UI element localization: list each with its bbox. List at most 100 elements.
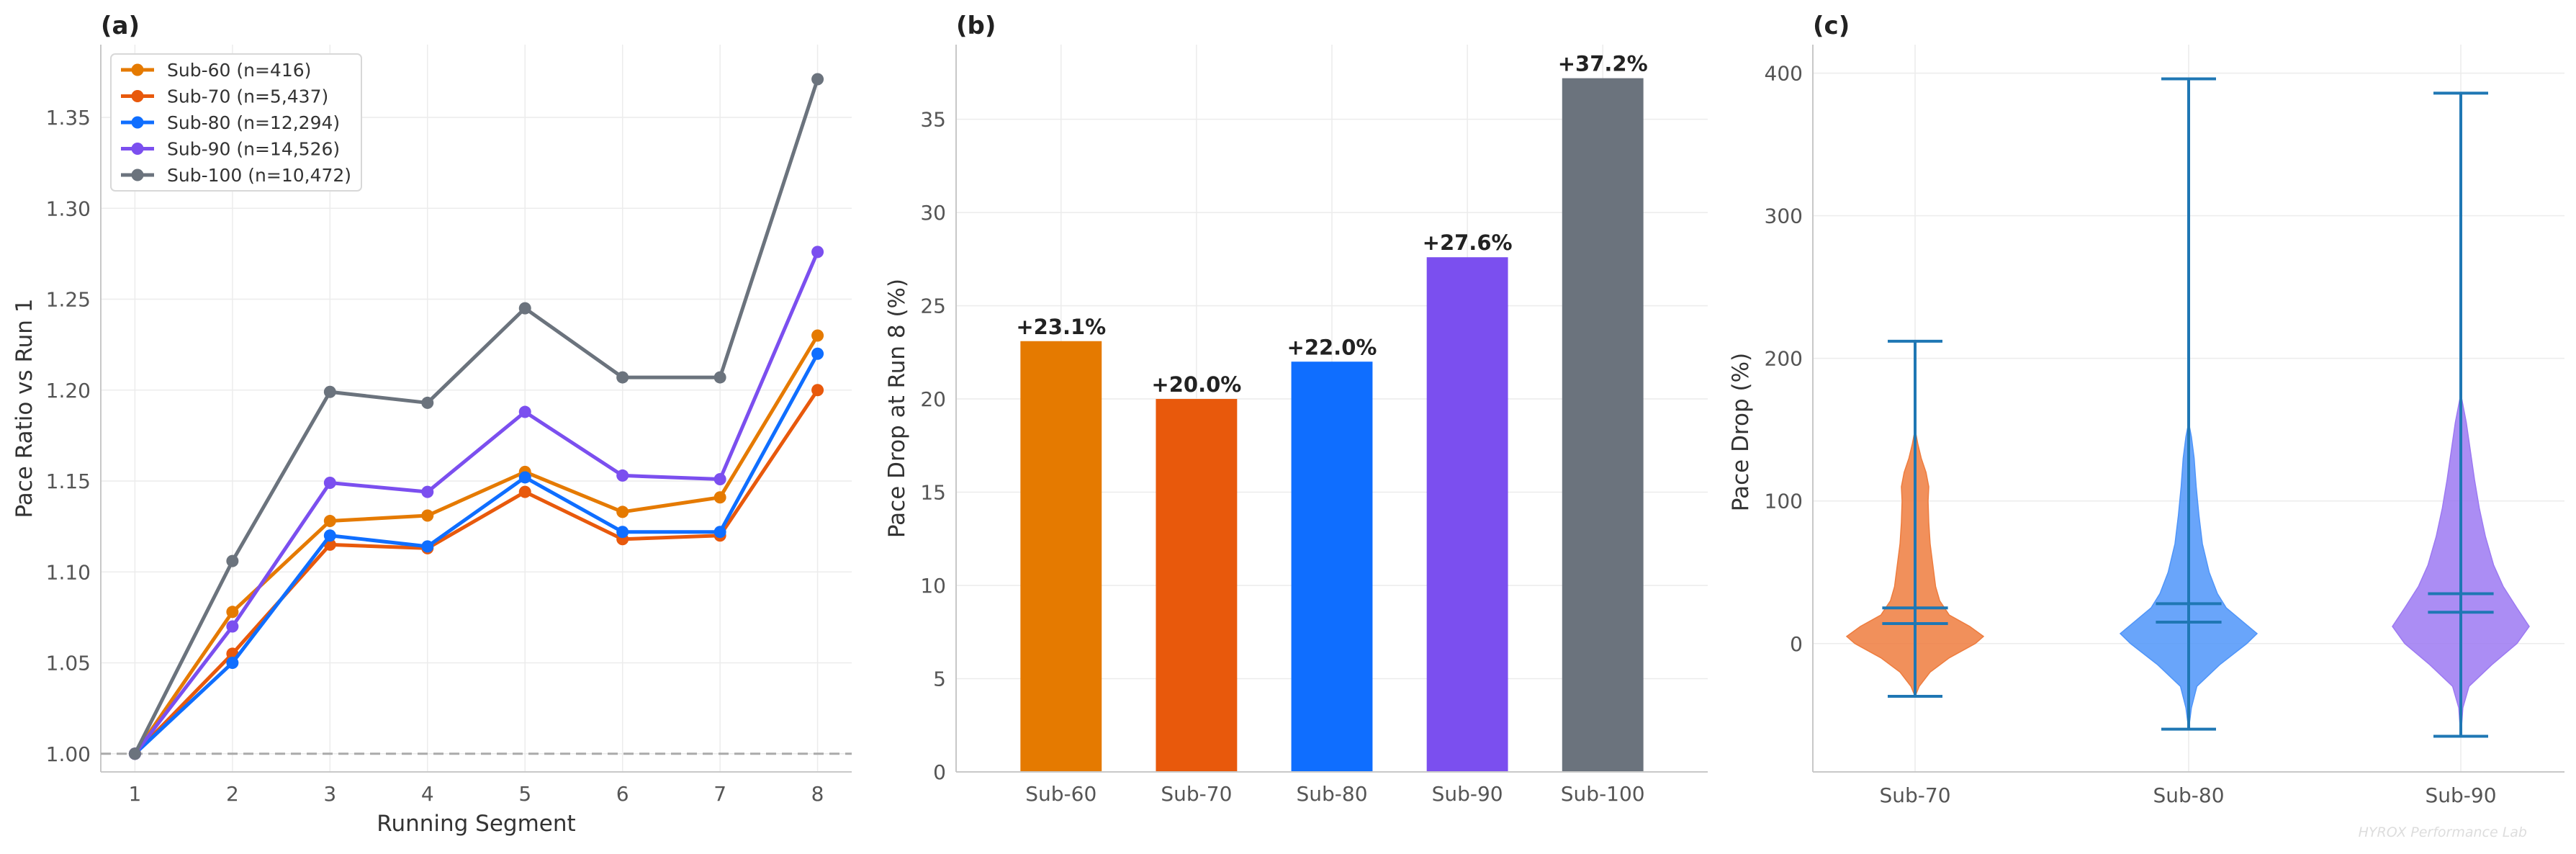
legend-entry: Sub-80 (n=12,294) bbox=[167, 112, 340, 133]
data-point bbox=[616, 371, 629, 384]
legend-marker bbox=[131, 168, 144, 181]
x-tick-label: 8 bbox=[811, 782, 824, 806]
y-axis-label: Pace Ratio vs Run 1 bbox=[12, 298, 37, 518]
data-point bbox=[518, 405, 531, 418]
y-axis-label: Pace Drop at Run 8 (%) bbox=[884, 279, 910, 538]
legend-marker bbox=[131, 143, 144, 155]
data-point bbox=[323, 477, 336, 490]
data-point bbox=[323, 515, 336, 528]
series-line bbox=[133, 78, 819, 755]
bar-value-label: +20.0% bbox=[1151, 372, 1241, 397]
y-tick-label: 1.00 bbox=[46, 742, 91, 766]
data-point bbox=[421, 485, 434, 498]
x-tick-label: 4 bbox=[421, 782, 434, 806]
legend-marker bbox=[131, 63, 144, 76]
bar bbox=[1156, 399, 1238, 772]
x-tick-label: 5 bbox=[518, 782, 531, 806]
y-tick-label: 1.20 bbox=[46, 379, 91, 403]
series-line bbox=[133, 353, 819, 755]
legend-entry: Sub-90 (n=14,526) bbox=[167, 139, 340, 160]
y-tick-label: 1.35 bbox=[46, 106, 91, 130]
x-tick-label: Sub-100 bbox=[1561, 782, 1645, 806]
data-point bbox=[713, 491, 726, 504]
y-tick-label: 15 bbox=[920, 481, 946, 505]
bar bbox=[1426, 257, 1508, 772]
watermark: HYROX Performance Lab bbox=[2359, 824, 2527, 840]
data-point bbox=[713, 526, 726, 539]
data-point bbox=[226, 606, 239, 619]
x-tick-label: 2 bbox=[226, 782, 239, 806]
legend-marker bbox=[131, 90, 144, 102]
series-line bbox=[133, 251, 819, 755]
x-tick-label: Sub-90 bbox=[1432, 782, 1503, 806]
y-tick-label: 1.25 bbox=[46, 288, 91, 312]
panel-c-title: (c) bbox=[1813, 12, 1850, 40]
y-tick-label: 100 bbox=[1765, 490, 1803, 513]
y-tick-label: 5 bbox=[933, 668, 946, 691]
x-tick-label: 3 bbox=[323, 782, 336, 806]
series-line bbox=[133, 334, 819, 755]
y-tick-label: 0 bbox=[1790, 632, 1803, 656]
y-axis-label: Pace Drop (%) bbox=[1728, 353, 1754, 511]
bar bbox=[1020, 341, 1102, 772]
bar-value-label: +22.0% bbox=[1287, 335, 1377, 359]
x-tick-label: 6 bbox=[616, 782, 629, 806]
data-point bbox=[323, 385, 336, 398]
x-tick-label: Sub-90 bbox=[2425, 783, 2496, 807]
y-tick-label: 20 bbox=[920, 387, 946, 411]
x-tick-label: Sub-80 bbox=[1296, 782, 1367, 806]
data-point bbox=[616, 526, 629, 539]
data-point bbox=[811, 73, 824, 86]
data-point bbox=[713, 371, 726, 384]
y-tick-label: 1.10 bbox=[46, 560, 91, 584]
bar-chart-panel: 0 5 10 15 20 25 30 35 +23.1% Sub-60 +20.0% Sub-70 +2… bbox=[884, 45, 1708, 806]
data-point bbox=[226, 657, 239, 669]
y-tick-label: 25 bbox=[920, 295, 946, 318]
data-point bbox=[518, 302, 531, 315]
y-tick-label: 10 bbox=[920, 574, 946, 598]
data-point bbox=[811, 246, 824, 259]
line-chart-panel: 1.00 1.05 1.10 1.15 1.20 1.25 1.30 1.35 1 2 3 4 5 6 7 8… bbox=[12, 45, 852, 837]
data-point bbox=[226, 620, 239, 633]
x-tick-label: Sub-70 bbox=[1161, 782, 1232, 806]
data-point bbox=[421, 509, 434, 522]
data-point bbox=[323, 529, 336, 542]
data-point bbox=[518, 471, 531, 484]
legend-entry: Sub-60 (n=416) bbox=[167, 60, 311, 81]
data-point bbox=[421, 396, 434, 409]
data-point bbox=[128, 747, 141, 760]
series-line bbox=[133, 389, 819, 755]
legend-entry: Sub-100 (n=10,472) bbox=[167, 165, 351, 186]
y-tick-label: 0 bbox=[933, 760, 946, 784]
panel-a-title: (a) bbox=[101, 12, 140, 40]
bar-value-label: +27.6% bbox=[1423, 230, 1513, 255]
y-tick-label: 1.15 bbox=[46, 469, 91, 493]
data-point bbox=[421, 540, 434, 553]
y-tick-label: 400 bbox=[1765, 62, 1803, 86]
x-tick-label: Sub-60 bbox=[1025, 782, 1096, 806]
data-point bbox=[811, 384, 824, 397]
y-tick-label: 300 bbox=[1765, 204, 1803, 228]
bar-value-label: +23.1% bbox=[1016, 315, 1106, 339]
panel-b-title: (b) bbox=[956, 12, 996, 40]
legend-marker bbox=[131, 116, 144, 129]
x-axis-label: Running Segment bbox=[377, 811, 575, 837]
data-point bbox=[616, 469, 629, 482]
data-point bbox=[518, 485, 531, 498]
y-tick-label: 1.05 bbox=[46, 652, 91, 675]
x-tick-label: 1 bbox=[128, 782, 141, 806]
legend-entry: Sub-70 (n=5,437) bbox=[167, 86, 328, 107]
data-point bbox=[811, 329, 824, 342]
violin-chart-panel: 0 100 200 300 400 Sub-70 Sub-80 Sub-90 Pace Drop… bbox=[1728, 45, 2564, 807]
y-tick-label: 35 bbox=[920, 108, 946, 132]
data-point bbox=[226, 554, 239, 567]
data-point bbox=[811, 347, 824, 360]
bar-value-label: +37.2% bbox=[1558, 52, 1648, 76]
bar bbox=[1562, 78, 1644, 773]
legend-box bbox=[110, 53, 362, 192]
y-tick-label: 30 bbox=[920, 201, 946, 225]
data-point bbox=[616, 505, 629, 518]
bar bbox=[1291, 361, 1373, 772]
x-tick-label: Sub-70 bbox=[1879, 783, 1950, 807]
